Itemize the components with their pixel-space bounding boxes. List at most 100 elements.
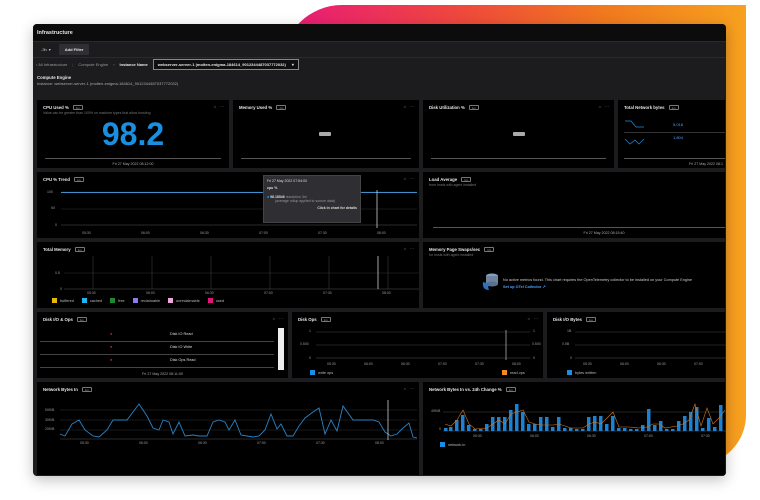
- panel-load-average[interactable]: Load Average 1m from hosts with agent ins…: [422, 171, 726, 239]
- more-icon[interactable]: ⋯: [534, 316, 538, 321]
- total-memory-chart[interactable]: [64, 256, 419, 292]
- sparkline: [624, 120, 645, 145]
- panel-disk-ops[interactable]: Disk Ops 1m ⌂ ⋯ 1 0.500 0 1 0.500 0 05:30 …: [291, 311, 544, 379]
- scrollbar[interactable]: [278, 328, 284, 370]
- panel-title: CPU % Trend: [43, 177, 70, 182]
- x-tick: 05:30: [87, 291, 96, 295]
- breadcrumb-section[interactable]: Compute Engine: [78, 62, 109, 67]
- panel-total-memory[interactable]: Total Memory 1m ⌂ ⋯ 0.5 0 05:30 06:00 06:3…: [36, 241, 420, 309]
- panel-title: Disk I/O & Ops: [43, 317, 73, 322]
- bell-icon[interactable]: ⌂: [527, 316, 530, 321]
- legend-item[interactable]: cached: [81, 298, 102, 303]
- chart-tooltip: Fri 27 May 2022 07:54:00 cpu % ■ 98.1854…: [263, 175, 361, 223]
- legend-item[interactable]: buffered: [52, 298, 74, 303]
- disk-io-bytes-chart[interactable]: [575, 330, 726, 360]
- bell-icon[interactable]: ⌂: [403, 386, 406, 391]
- legend-item[interactable]: read ops: [502, 370, 525, 375]
- resolution-badge: 1m: [505, 387, 516, 392]
- y-tick: 49KiB: [431, 409, 441, 413]
- panel-title: Disk I/O Bytes: [553, 317, 582, 322]
- swatch-icon: [207, 298, 213, 303]
- bell-icon[interactable]: ⌂: [213, 104, 216, 109]
- list-item[interactable]: ● Disk IO Write: [40, 345, 274, 355]
- chevron-down-icon: ▾: [291, 62, 294, 67]
- legend-item[interactable]: bytes written: [567, 370, 596, 375]
- panel-title: Network Bytes In: [43, 387, 78, 392]
- chart-legend: buffered cached free reclaimable unrecla…: [52, 298, 224, 303]
- app-title: Infrastructure: [33, 24, 726, 42]
- more-icon[interactable]: ⋯: [410, 104, 414, 109]
- legend-item[interactable]: free: [110, 298, 125, 303]
- panel-subtitle: Value can be greater than 100% on machin…: [43, 111, 151, 115]
- more-icon[interactable]: ⋯: [605, 104, 609, 109]
- panel-disk-utilization[interactable]: Disk Utilization % 1m ⌂ ⋯: [422, 99, 615, 169]
- legend-item[interactable]: reclaimable: [132, 298, 160, 303]
- x-tick: 06:30: [198, 441, 207, 445]
- resolution-badge: 1m: [72, 105, 83, 110]
- network-in-chart[interactable]: [57, 396, 417, 440]
- more-icon[interactable]: ⋯: [410, 176, 414, 181]
- more-icon[interactable]: ⋯: [220, 104, 224, 109]
- bell-icon[interactable]: ⌂: [403, 176, 406, 181]
- legend-item[interactable]: write ops: [310, 370, 333, 375]
- y-tick: 0: [55, 223, 57, 227]
- more-icon[interactable]: ⋯: [410, 246, 414, 251]
- panel-title: Network Bytes In vs. 24h Change %: [429, 387, 502, 392]
- timestamp: Fri 27 May 2022 08:11:00: [142, 372, 183, 376]
- x-tick: 07:00: [259, 231, 268, 235]
- legend-item[interactable]: used: [207, 298, 224, 303]
- panel-disk-io-ops[interactable]: Disk I/O & Ops 1m ⌂ ⋯ ● Disk IO Read ● Disk …: [36, 311, 289, 379]
- cpu-trend-chart[interactable]: [61, 190, 417, 230]
- swatch-icon: [168, 298, 174, 303]
- x-tick: 06:30: [587, 434, 596, 438]
- x-tick: 06:00: [146, 291, 155, 295]
- panel-network-change[interactable]: Network Bytes In vs. 24h Change % 1m 49Ki…: [422, 381, 726, 476]
- panel-cpu-trend[interactable]: CPU % Trend 1m ⌂ ⋯ 100 50 0 05:30 06:00 06…: [36, 171, 420, 239]
- divider: [433, 227, 725, 228]
- x-tick: 07:00: [264, 291, 273, 295]
- panel-cpu-used[interactable]: CPU Used % 1m ⌂ ⋯ Value can be greater tha…: [36, 99, 230, 169]
- back-link[interactable]: ‹ All Infrastructure: [36, 62, 68, 67]
- divider: [624, 158, 725, 159]
- network-value: 1,804: [673, 135, 684, 140]
- tooltip-action: Click in chart for details: [317, 206, 357, 210]
- time-range-value: -3h: [41, 47, 47, 52]
- bell-icon[interactable]: ⌂: [403, 246, 406, 251]
- x-tick: 08:00: [377, 231, 386, 235]
- panel-memory-swaps[interactable]: Memory Page Swaps/sec 1m for hosts with a…: [422, 241, 726, 309]
- x-tick: 06:30: [401, 362, 410, 366]
- bell-icon[interactable]: ⌂: [598, 104, 601, 109]
- panel-memory-used[interactable]: Memory Used % 1m ⌂ ⋯: [232, 99, 420, 169]
- bell-icon[interactable]: ⌂: [403, 104, 406, 109]
- loading-placeholder: [319, 132, 331, 136]
- list-item[interactable]: ● Disk IO Read: [40, 332, 274, 342]
- instance-select[interactable]: webserver-server-1 (molten-enigma-184614…: [152, 59, 299, 70]
- toolbar: -3h ▾ Add Filter: [33, 42, 726, 58]
- resolution-badge: 1m: [484, 247, 495, 252]
- panel-disk-io-bytes[interactable]: Disk I/O Bytes 1m 1B 0.5B 0 05:30 06:00 0…: [546, 311, 726, 379]
- more-icon[interactable]: ⋯: [279, 316, 283, 321]
- page-subtitle: Instance: webserver-server-1 (molten-eni…: [37, 81, 179, 86]
- y-tick: 0: [60, 287, 62, 291]
- more-icon[interactable]: ⋯: [410, 386, 414, 391]
- breadcrumb: ‹ All Infrastructure | Compute Engine › …: [33, 58, 726, 71]
- x-tick: 06:30: [657, 362, 666, 366]
- panel-network-in[interactable]: Network Bytes In 1m ⌂ ⋯ 50KiB 30KiB 20KiB …: [36, 381, 420, 476]
- add-filter-button[interactable]: Add Filter: [58, 44, 90, 55]
- resolution-badge: 1m: [320, 317, 331, 322]
- otel-setup-link[interactable]: Set up OTel Collector ↗: [503, 285, 546, 289]
- time-range-select[interactable]: -3h ▾: [37, 45, 55, 54]
- y-tick: 0: [570, 356, 572, 360]
- page-header: Compute Engine Instance: webserver-serve…: [33, 71, 726, 92]
- bell-icon[interactable]: ⌂: [272, 316, 275, 321]
- legend-item[interactable]: network.in: [440, 442, 465, 447]
- disk-ops-chart[interactable]: [316, 330, 530, 360]
- resolution-badge: 1m: [76, 317, 88, 322]
- swatch-icon: [567, 370, 572, 375]
- timestamp: Fri 27 May 2022 08:12:00: [112, 162, 154, 166]
- status-dot-icon: ●: [110, 332, 113, 336]
- list-item[interactable]: ● Disk Ops Read: [40, 358, 274, 368]
- panel-total-network[interactable]: Total Network bytes 1m 5,018 1,804 Fri 27…: [617, 99, 726, 169]
- legend-item[interactable]: unreclaimable: [168, 298, 200, 303]
- network-change-chart[interactable]: [443, 400, 726, 432]
